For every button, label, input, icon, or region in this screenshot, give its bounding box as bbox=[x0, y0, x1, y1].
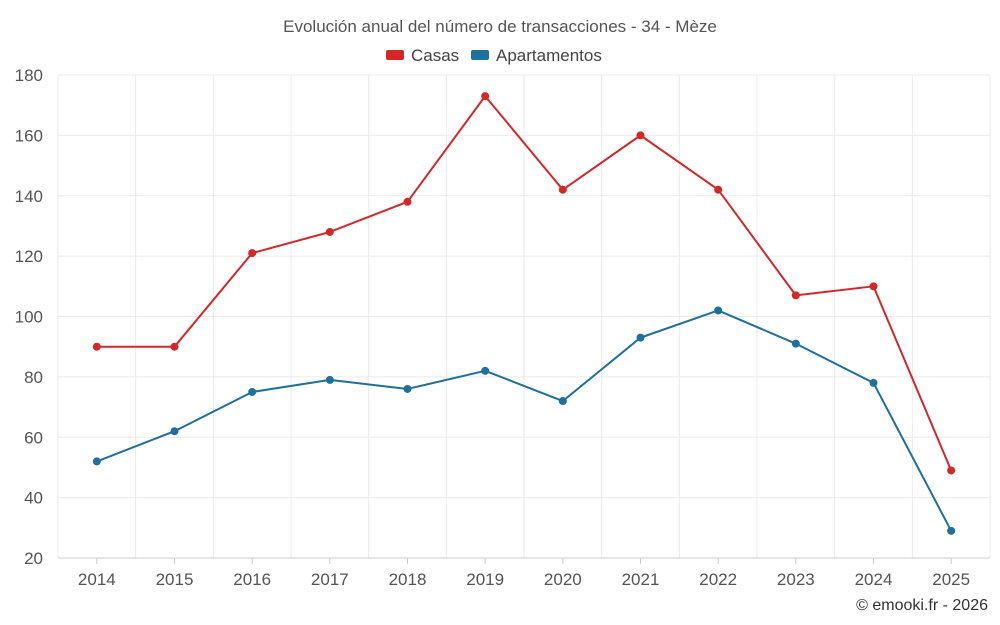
x-tick-label-2017: 2017 bbox=[311, 570, 349, 589]
data-point-apartamentos-2016[interactable]: Apartamentos 2016: 75 bbox=[248, 387, 257, 396]
x-tick-label-2014: 2014 bbox=[78, 570, 116, 589]
data-point-apartamentos-2022[interactable]: Apartamentos 2022: 102 bbox=[714, 306, 723, 315]
credit-text: © emooki.fr - 2026 bbox=[856, 597, 988, 614]
series-line-apartamentos bbox=[96, 309, 953, 532]
x-axis: 2014 2015 2016 2017 2018 2019 2020 2021 2022 2023… bbox=[58, 557, 990, 589]
y-tick-label-20: 20 bbox=[24, 549, 43, 568]
x-tick-label-2020: 2020 bbox=[544, 570, 582, 589]
data-point-casas-2022[interactable]: Casas 2022: 142 bbox=[714, 185, 723, 194]
data-point-apartamentos-2021[interactable]: Apartamentos 2021: 93 bbox=[636, 333, 645, 342]
series-line-casas bbox=[96, 95, 953, 471]
data-point-casas-2025[interactable]: Casas 2025: 49 bbox=[947, 466, 956, 475]
x-tick-label-2024: 2024 bbox=[855, 570, 893, 589]
data-point-apartamentos-2024[interactable]: Apartamentos 2024: 78 bbox=[869, 378, 878, 387]
data-point-casas-2021[interactable]: Casas 2021: 160 bbox=[636, 131, 645, 140]
data-point-apartamentos-2019[interactable]: Apartamentos 2019: 82 bbox=[481, 366, 490, 375]
y-tick-label-180: 180 bbox=[15, 66, 43, 85]
x-tick-label-2018: 2018 bbox=[389, 570, 427, 589]
data-point-apartamentos-2023[interactable]: Apartamentos 2023: 91 bbox=[791, 339, 800, 348]
data-point-apartamentos-2020[interactable]: Apartamentos 2020: 72 bbox=[558, 397, 567, 406]
legend-swatch-apartamentos bbox=[471, 50, 489, 60]
x-tick-label-2016: 2016 bbox=[233, 570, 271, 589]
data-point-casas-2024[interactable]: Casas 2024: 110 bbox=[869, 282, 878, 291]
x-tick-label-2025: 2025 bbox=[932, 570, 970, 589]
series-apartamentos: Apartamentos 2014: 52 Apartamentos 2015: … bbox=[92, 306, 956, 535]
legend-label-apartamentos[interactable]: Apartamentos bbox=[496, 46, 602, 65]
data-point-apartamentos-2018[interactable]: Apartamentos 2018: 76 bbox=[403, 384, 412, 393]
data-point-casas-2019[interactable]: Casas 2019: 173 bbox=[481, 92, 490, 101]
data-point-casas-2015[interactable]: Casas 2015: 90 bbox=[170, 342, 179, 351]
legend-label-casas[interactable]: Casas bbox=[411, 46, 459, 65]
x-tick-label-2023: 2023 bbox=[777, 570, 815, 589]
data-point-casas-2018[interactable]: Casas 2018: 138 bbox=[403, 197, 412, 206]
y-tick-label-140: 140 bbox=[15, 187, 43, 206]
data-point-casas-2023[interactable]: Casas 2023: 107 bbox=[791, 291, 800, 300]
data-point-casas-2020[interactable]: Casas 2020: 142 bbox=[558, 185, 567, 194]
chart-title: Evolución anual del número de transaccio… bbox=[283, 17, 717, 36]
data-point-apartamentos-2025[interactable]: Apartamentos 2025: 29 bbox=[947, 526, 956, 535]
data-point-apartamentos-2017[interactable]: Apartamentos 2017: 79 bbox=[325, 375, 334, 384]
x-tick-label-2022: 2022 bbox=[699, 570, 737, 589]
x-tick-label-2015: 2015 bbox=[156, 570, 194, 589]
data-point-casas-2017[interactable]: Casas 2017: 128 bbox=[325, 227, 334, 236]
x-tick-label-2021: 2021 bbox=[622, 570, 660, 589]
y-tick-label-120: 120 bbox=[15, 247, 43, 266]
data-point-apartamentos-2014[interactable]: Apartamentos 2014: 52 bbox=[92, 457, 101, 466]
x-tick-label-2019: 2019 bbox=[466, 570, 504, 589]
series-casas: Casas 2014: 90 Casas 2015: 90 Casas 2016: … bbox=[92, 92, 956, 475]
data-point-casas-2014[interactable]: Casas 2014: 90 bbox=[92, 342, 101, 351]
y-tick-label-80: 80 bbox=[24, 368, 43, 387]
data-point-apartamentos-2015[interactable]: Apartamentos 2015: 62 bbox=[170, 427, 179, 436]
series-layer: Casas 2014: 90 Casas 2015: 90 Casas 2016: … bbox=[92, 92, 956, 535]
y-axis: 20 40 60 80 100 120 140 160 180 bbox=[15, 66, 43, 568]
y-tick-label-100: 100 bbox=[15, 308, 43, 327]
legend-swatch-casas bbox=[386, 50, 404, 60]
y-tick-label-40: 40 bbox=[24, 489, 43, 508]
grid bbox=[57, 74, 991, 559]
legend[interactable]: Casas Apartamentos bbox=[386, 46, 602, 65]
data-point-casas-2016[interactable]: Casas 2016: 121 bbox=[248, 249, 257, 258]
y-tick-label-160: 160 bbox=[15, 126, 43, 145]
y-tick-label-60: 60 bbox=[24, 428, 43, 447]
